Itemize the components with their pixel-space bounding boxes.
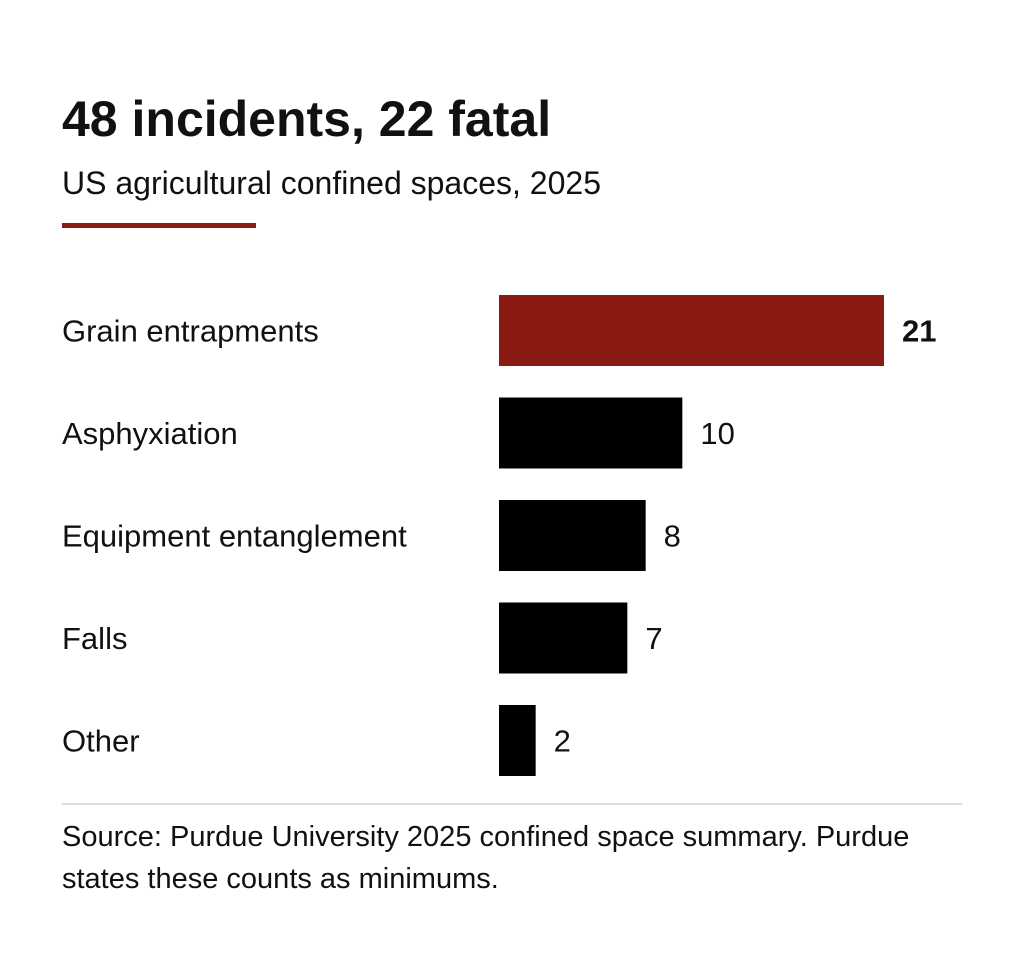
value-label: 21 [902, 314, 936, 349]
bar [499, 602, 628, 674]
category-label: Grain entrapments [62, 314, 319, 349]
accent-rule [62, 223, 256, 228]
footer-divider [62, 803, 962, 805]
value-label: 8 [664, 519, 681, 554]
category-label: Asphyxiation [62, 416, 238, 451]
value-label: 2 [554, 724, 571, 759]
chart-title: 48 incidents, 22 fatal [62, 91, 552, 147]
chart-subtitle: US agricultural confined spaces, 2025 [62, 165, 601, 201]
category-label: Equipment entanglement [62, 519, 407, 554]
category-label: Other [62, 724, 140, 759]
bar [499, 705, 536, 776]
bar [499, 295, 884, 366]
category-label: Falls [62, 621, 127, 656]
value-label: 7 [645, 621, 662, 656]
bar [499, 500, 646, 571]
source-note: Source: Purdue University 2025 confined … [62, 821, 910, 895]
bar [499, 397, 683, 469]
bar-chart: Grain entrapments 21 Asphyxiation 10 Equipme… [62, 295, 936, 776]
value-label: 10 [700, 416, 734, 451]
